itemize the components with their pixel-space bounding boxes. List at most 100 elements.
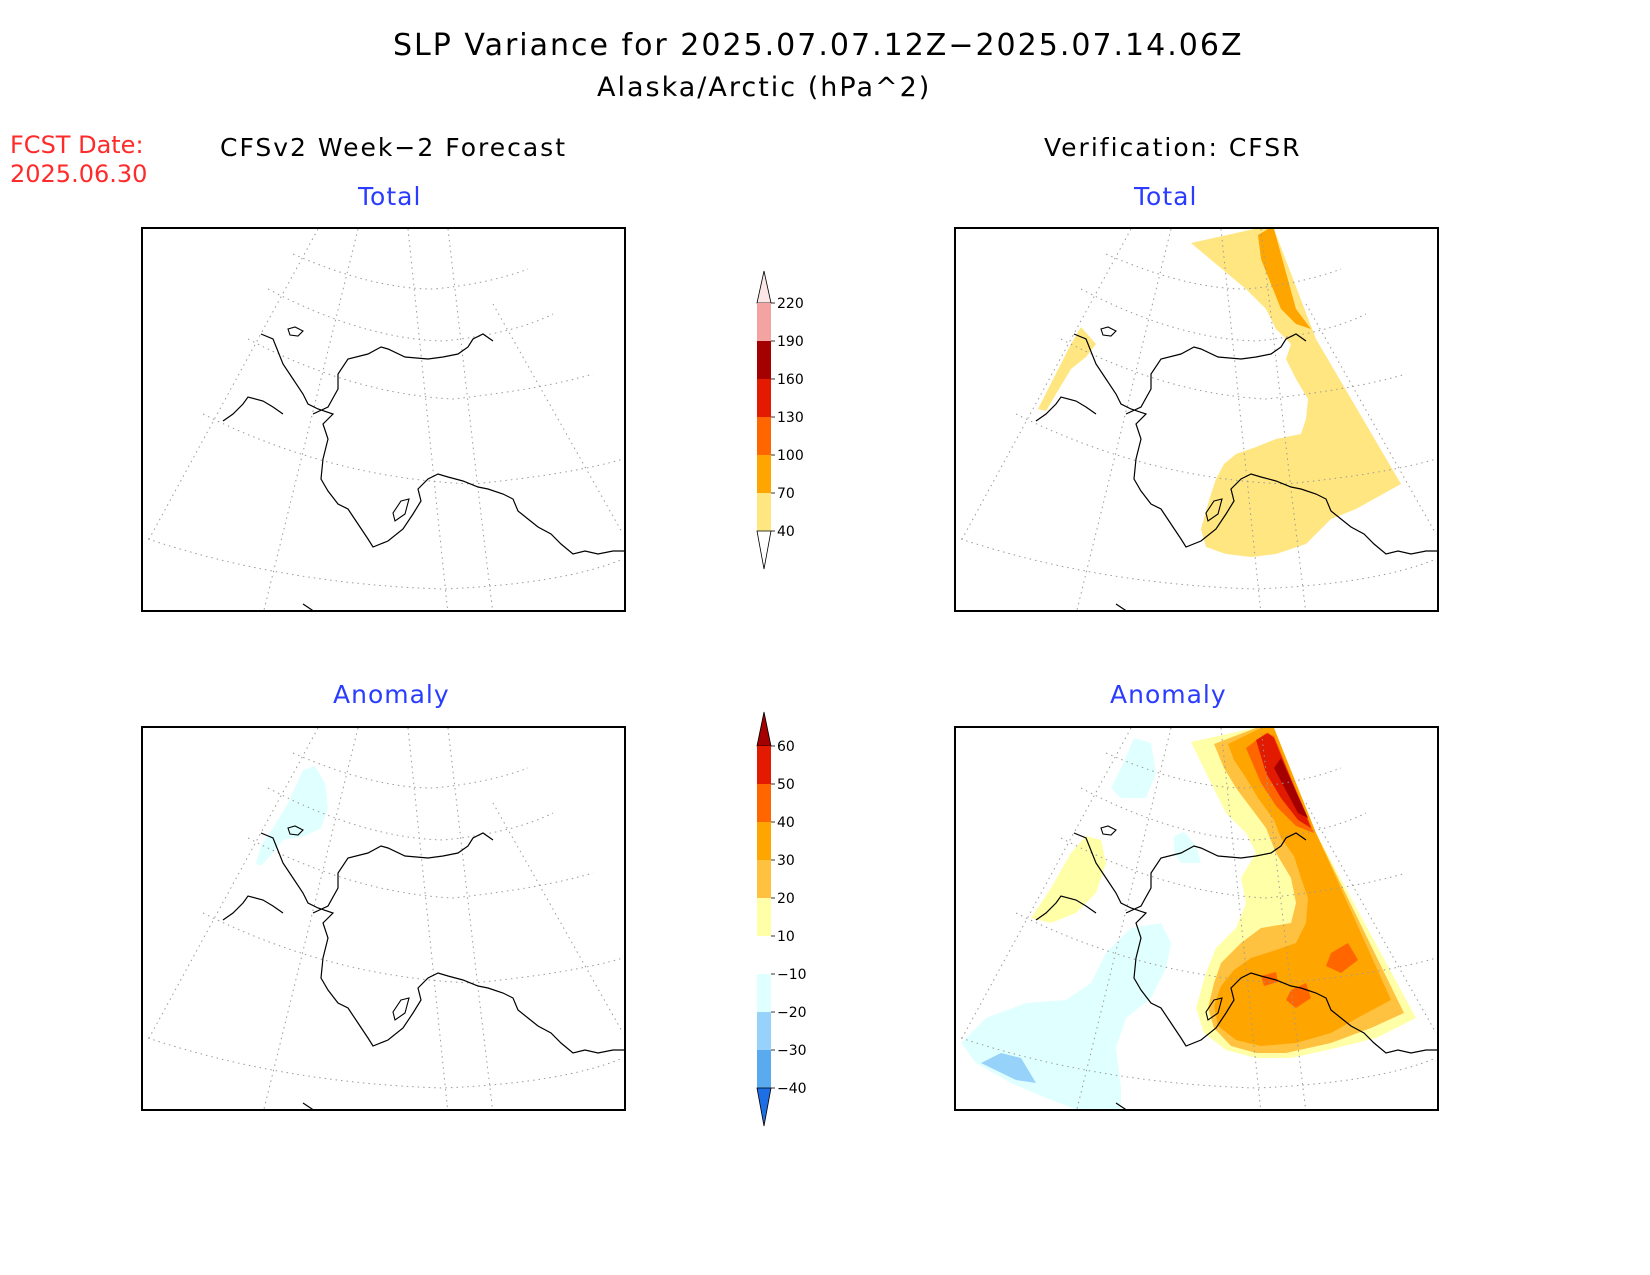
colorbar-swatch — [757, 303, 771, 341]
graticule-line — [292, 752, 529, 789]
alaska-coastline — [222, 825, 624, 1109]
graticule-line — [1220, 229, 1262, 610]
alaska-coastline — [1035, 326, 1437, 610]
map-graticule — [960, 728, 1437, 1109]
colorbar-label: 30 — [777, 853, 795, 869]
coastline-path — [1035, 832, 1437, 1109]
colorbar-swatch — [757, 455, 771, 493]
graticule-line — [960, 538, 1437, 590]
colorbar-bottom-arrow — [756, 1087, 772, 1127]
graticule-line — [267, 787, 554, 841]
graticule-line — [1015, 413, 1437, 485]
anomaly-colorbar-labels: 60 50 40 30 20 10 −10 −20 −30 −40 — [771, 739, 807, 1097]
graticule-line — [447, 229, 494, 610]
variance-region-70-100 — [1258, 229, 1311, 329]
graticule-line — [202, 912, 624, 984]
colorbar-swatch — [757, 1012, 771, 1050]
verif-anomaly-title: Anomaly — [1110, 680, 1227, 709]
colorbar-label: 40 — [777, 524, 795, 540]
graticule-line — [147, 1037, 624, 1089]
fcst-date-label: FCST Date: — [10, 131, 144, 159]
coastline-path — [1035, 333, 1437, 610]
alaska-coastline — [222, 326, 624, 610]
graticule-line — [147, 229, 319, 542]
fcst-total-map-svg — [147, 229, 624, 610]
verif-total-title: Total — [1134, 182, 1198, 211]
fcst-anomaly-shading — [256, 766, 328, 866]
island-outline — [392, 498, 410, 522]
graticule-line — [147, 538, 624, 590]
fcst-anomaly-map — [141, 726, 626, 1111]
verif-total-map — [954, 227, 1439, 612]
fcst-total-map — [141, 227, 626, 612]
left-column-title: CFSv2 Week−2 Forecast — [220, 133, 567, 162]
graticule-line — [1105, 253, 1342, 290]
verif-anomaly-map — [954, 726, 1439, 1111]
colorbar-swatch — [757, 860, 771, 898]
graticule-line — [202, 413, 624, 485]
coastline-path — [222, 832, 624, 1109]
colorbar-swatch — [757, 746, 771, 784]
colorbar-swatch — [757, 974, 771, 1012]
colorbar-label: −10 — [777, 967, 807, 983]
colorbar-swatch — [757, 784, 771, 822]
colorbar-label: −20 — [777, 1005, 807, 1021]
colorbar-bottom-arrow — [756, 530, 772, 570]
total-colorbar-bars — [756, 270, 772, 570]
colorbar-label: 50 — [777, 777, 795, 793]
total-colorbar: 220 190 160 130 100 70 40 — [756, 270, 804, 570]
map-graticule — [147, 728, 624, 1109]
verif-anomaly-shading — [961, 728, 1416, 1109]
colorbar-swatch — [757, 898, 771, 936]
anomaly-region-minus10-minus20 — [256, 766, 328, 866]
graticule-line — [1076, 229, 1172, 610]
colorbar-label: −40 — [777, 1081, 807, 1097]
colorbar-label: 130 — [777, 410, 804, 426]
anomaly-region-minus10-minus20-north — [1111, 738, 1156, 798]
anomaly-region-40-50-south-a — [1326, 943, 1358, 973]
anomaly-region-minus10-minus20-small — [1174, 832, 1201, 863]
graticule-line — [960, 229, 1132, 542]
graticule-line — [292, 253, 529, 290]
colorbar-swatch — [757, 379, 771, 417]
colorbar-label: 20 — [777, 891, 795, 907]
colorbar-swatch — [757, 341, 771, 379]
anomaly-colorbar-bars — [756, 711, 772, 1127]
total-colorbar-labels: 220 190 160 130 100 70 40 — [771, 296, 804, 540]
verif-total-shading — [1038, 229, 1401, 557]
island-outline — [1100, 326, 1117, 337]
verif-anomaly-map-svg — [960, 728, 1437, 1109]
island-outline — [1205, 498, 1223, 522]
island-outline — [287, 326, 304, 337]
colorbar-label: 60 — [777, 739, 795, 755]
colorbar-swatch — [757, 822, 771, 860]
colorbar-label: 160 — [777, 372, 804, 388]
graticule-line — [1015, 912, 1437, 984]
fcst-total-title: Total — [358, 182, 422, 211]
colorbar-label: 40 — [777, 815, 795, 831]
graticule-line — [263, 229, 359, 610]
graticule-line — [1105, 752, 1342, 789]
fcst-anomaly-title: Anomaly — [333, 680, 450, 709]
variance-region-40-70-west — [1038, 327, 1096, 411]
colorbar-swatch — [757, 493, 771, 531]
colorbar-swatch — [757, 1050, 771, 1088]
graticule-line — [1220, 728, 1262, 1109]
anomaly-region-40-50-south-c — [1261, 972, 1278, 986]
colorbar-label: 190 — [777, 334, 804, 350]
island-outline — [392, 997, 410, 1021]
anomaly-region-minus20-minus30 — [981, 1053, 1036, 1083]
coastline-path — [222, 333, 624, 610]
island-outline — [287, 825, 304, 836]
fcst-date-value: 2025.06.30 — [10, 160, 148, 188]
verif-total-map-svg — [960, 229, 1437, 610]
graticule-line — [1305, 303, 1437, 535]
graticule-line — [1305, 802, 1437, 1034]
colorbar-swatch — [757, 936, 771, 974]
anomaly-region-gt60 — [1274, 758, 1308, 818]
graticule-line — [407, 728, 449, 1109]
anomaly-colorbar: 60 50 40 30 20 10 −10 −20 −30 −40 — [756, 711, 807, 1127]
graticule-line — [407, 229, 449, 610]
colorbar-top-arrow — [756, 270, 772, 304]
right-column-title: Verification: CFSR — [1044, 133, 1302, 162]
